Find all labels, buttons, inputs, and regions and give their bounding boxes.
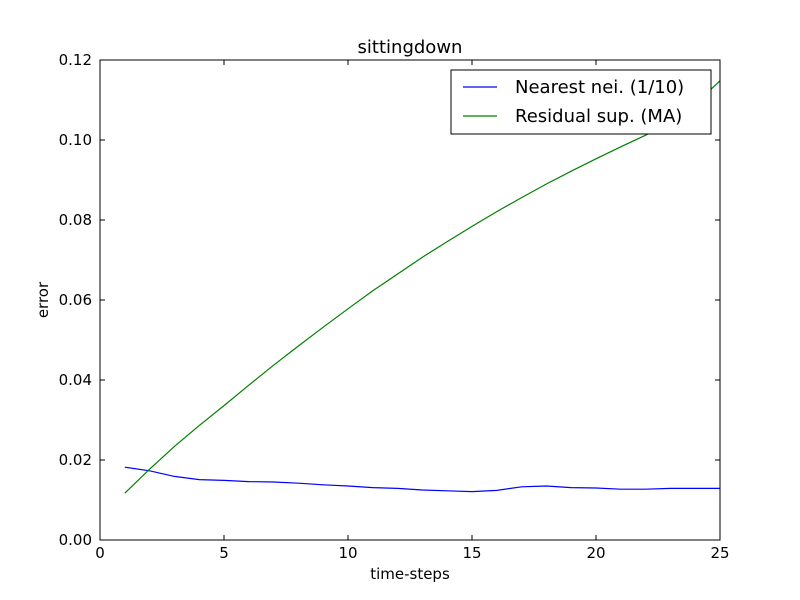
x-tick-label: 5 xyxy=(219,544,229,562)
series-lines xyxy=(124,80,721,494)
plot-area xyxy=(100,60,720,540)
y-tick-label: 0.04 xyxy=(59,371,92,389)
chart-title: sittingdown xyxy=(358,37,463,58)
legend: Nearest nei. (1/10) Residual sup. (MA) xyxy=(450,69,712,135)
y-tick-labels: 0.00 0.02 0.04 0.06 0.08 0.10 0.12 xyxy=(59,51,92,549)
x-tick-labels: 0 5 10 15 20 25 xyxy=(95,544,729,562)
y-tick-label: 0.00 xyxy=(59,531,92,549)
legend-box xyxy=(450,69,712,135)
x-axis-label: time-steps xyxy=(370,565,450,583)
x-tick-label: 0 xyxy=(95,544,105,562)
y-axis-label: error xyxy=(34,281,52,318)
x-tick-label: 15 xyxy=(462,544,481,562)
series-line-nearest xyxy=(124,466,720,493)
y-tick-label: 0.10 xyxy=(59,131,92,149)
y-tick-label: 0.12 xyxy=(59,51,92,69)
y-tick-label: 0.02 xyxy=(59,451,92,469)
x-tick-label: 25 xyxy=(710,544,729,562)
plot-frame xyxy=(99,59,721,541)
legend-label-nearest: Nearest nei. (1/10) xyxy=(515,77,684,98)
x-tick-label: 10 xyxy=(338,544,357,562)
x-tick-label: 20 xyxy=(586,544,605,562)
y-tick-label: 0.06 xyxy=(59,291,92,309)
legend-label-residual: Residual sup. (MA) xyxy=(515,106,682,127)
series-line-residual xyxy=(124,80,721,494)
y-tick-label: 0.08 xyxy=(59,211,92,229)
